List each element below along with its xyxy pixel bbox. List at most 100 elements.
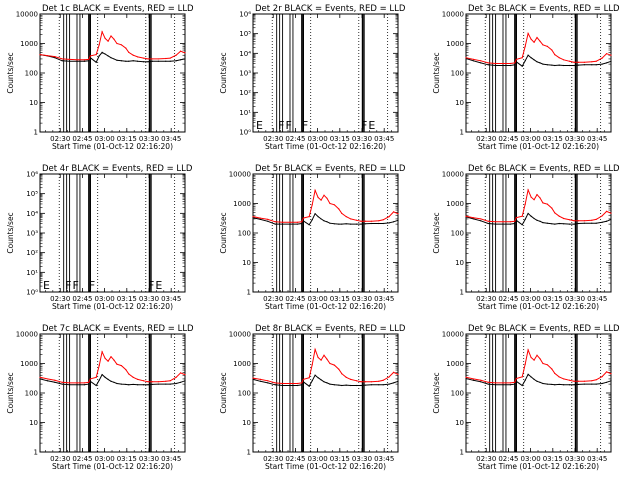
events-point	[472, 218, 474, 220]
x-tick-label: 03:00	[95, 295, 115, 303]
lld-point	[595, 379, 597, 381]
events-point	[333, 223, 335, 225]
lld-point	[110, 35, 112, 37]
events-point	[364, 223, 367, 225]
y-axis-label: Counts/sec	[219, 212, 228, 253]
y-tick-label: 100	[451, 390, 464, 398]
lld-point	[54, 55, 56, 58]
x-tick-label: 03:00	[95, 455, 115, 463]
lld-point	[494, 382, 497, 384]
events-point	[551, 223, 553, 225]
x-tick-label: 02:30	[476, 295, 496, 303]
flag-mark: E	[256, 119, 263, 132]
events-point	[333, 384, 335, 386]
events-point	[179, 59, 182, 61]
plot-frame	[39, 333, 186, 453]
lld-point	[563, 59, 565, 61]
events-point	[169, 383, 171, 385]
events-point	[289, 384, 291, 387]
lld-point	[311, 364, 313, 366]
lld-point	[128, 51, 130, 53]
lld-point	[350, 378, 352, 380]
events-point	[107, 378, 109, 380]
lld-point	[568, 219, 571, 221]
flag-mark: F	[148, 279, 154, 292]
x-tick-label: 02:45	[72, 455, 92, 463]
events-point	[165, 60, 167, 62]
panel-2: Det 2r BLACK = Events, RED = LLD 10⁰ 10¹ 10…	[219, 4, 406, 151]
events-point	[378, 384, 380, 386]
lld-point	[179, 50, 182, 52]
events-point	[573, 384, 575, 386]
events-point	[551, 383, 553, 386]
x-tick-label: 03:45	[587, 135, 607, 143]
events-point	[76, 60, 78, 62]
events-point	[89, 380, 91, 382]
lld-point	[175, 376, 177, 378]
y-tick-label: 10¹	[26, 269, 38, 277]
lld-point	[116, 42, 118, 45]
events-point	[326, 221, 328, 223]
events-point	[95, 61, 97, 63]
lld-point	[480, 218, 482, 220]
y-tick-label: 1	[460, 449, 464, 457]
lld-point	[601, 215, 603, 217]
x-tick-label: 03:45	[587, 295, 607, 303]
lld-point	[536, 36, 538, 39]
lld-point	[487, 62, 489, 64]
y-tick-label: 1000	[446, 360, 464, 368]
lld-point	[355, 219, 358, 221]
events-point	[605, 220, 608, 222]
events-point	[595, 64, 597, 66]
flag-mark: F	[278, 119, 284, 132]
lld-point	[76, 59, 78, 61]
lld-point	[472, 217, 474, 219]
lld-point	[302, 217, 304, 219]
y-tick-label: 100	[25, 70, 38, 78]
lld-point	[274, 382, 276, 384]
lld-point	[89, 378, 91, 380]
lld-point	[317, 196, 319, 199]
x-axis-label: Start Time (01-Oct-12 02:16:20)	[265, 302, 386, 311]
lld-point	[610, 54, 612, 56]
events-point	[530, 376, 532, 378]
events-point	[601, 382, 603, 385]
lld-series-line	[465, 348, 612, 384]
events-point	[147, 384, 149, 386]
lld-point	[509, 382, 511, 384]
x-tick-label: 03:00	[308, 455, 328, 463]
lld-point	[296, 382, 298, 385]
lld-point	[113, 38, 115, 40]
events-point	[551, 64, 553, 66]
lld-point	[514, 381, 516, 383]
y-axis-label: Counts/sec	[219, 372, 228, 413]
events-point	[350, 384, 352, 387]
events-point	[179, 381, 182, 383]
events-point	[392, 221, 395, 223]
lld-point	[472, 378, 474, 380]
lld-point	[345, 376, 347, 378]
flag-mark: F	[89, 279, 95, 292]
events-point	[301, 384, 303, 386]
x-tick-label: 02:30	[50, 295, 70, 303]
events-point	[137, 60, 139, 62]
x-tick-label: 02:30	[50, 455, 70, 463]
lld-point	[341, 373, 343, 375]
lld-point	[169, 57, 171, 59]
y-tick-label: 10000	[16, 11, 38, 19]
x-axis-label: Start Time (01-Oct-12 02:16:20)	[478, 462, 599, 471]
panel-title: Det 8r BLACK = Events, RED = LLD	[255, 324, 406, 334]
y-tick-label: 10⁵	[26, 190, 38, 198]
events-point	[554, 384, 556, 386]
lld-point	[554, 212, 556, 214]
lld-point	[252, 377, 254, 379]
events-point	[558, 222, 560, 225]
events-point	[302, 220, 304, 222]
lld-point	[333, 204, 335, 206]
events-point	[311, 380, 313, 382]
events-point	[509, 223, 511, 225]
events-point	[98, 379, 100, 381]
y-tick-label: 100	[25, 390, 38, 398]
plot-frame	[465, 13, 612, 133]
lld-point	[338, 208, 340, 210]
